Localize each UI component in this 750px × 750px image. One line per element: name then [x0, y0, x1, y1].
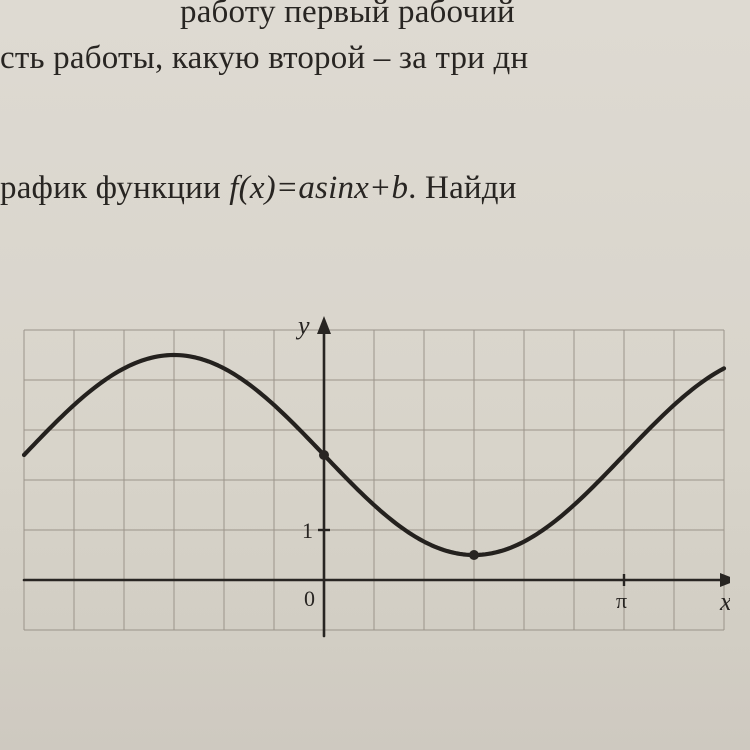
marked-point-0 [319, 450, 329, 460]
axis-labels: y x 0 1 π [295, 311, 730, 616]
formula-text: f(x)=asinx+b [229, 170, 408, 206]
grid [24, 330, 724, 630]
x-tick-pi-label: π [616, 588, 627, 613]
marked-point-1 [469, 550, 479, 560]
function-chart: y x 0 1 π [20, 230, 730, 660]
y-axis-label: y [295, 311, 310, 340]
problem-text-suffix: . Найди [408, 170, 517, 206]
partial-text-line-1: сть работы, какую второй – за три дн [0, 40, 528, 77]
x-axis-label: x [719, 587, 730, 616]
page-background: { "text": { "line0": "работу первый рабо… [0, 0, 750, 750]
problem-text-line: рафик функции f(x)=asinx+b. Найди [0, 170, 517, 207]
problem-text-prefix: рафик функции [0, 170, 229, 206]
y-tick-1-label: 1 [302, 518, 313, 543]
chart-svg: y x 0 1 π [20, 230, 730, 660]
origin-label: 0 [304, 586, 315, 611]
partial-text-line-0: работу первый рабочий [180, 0, 515, 31]
